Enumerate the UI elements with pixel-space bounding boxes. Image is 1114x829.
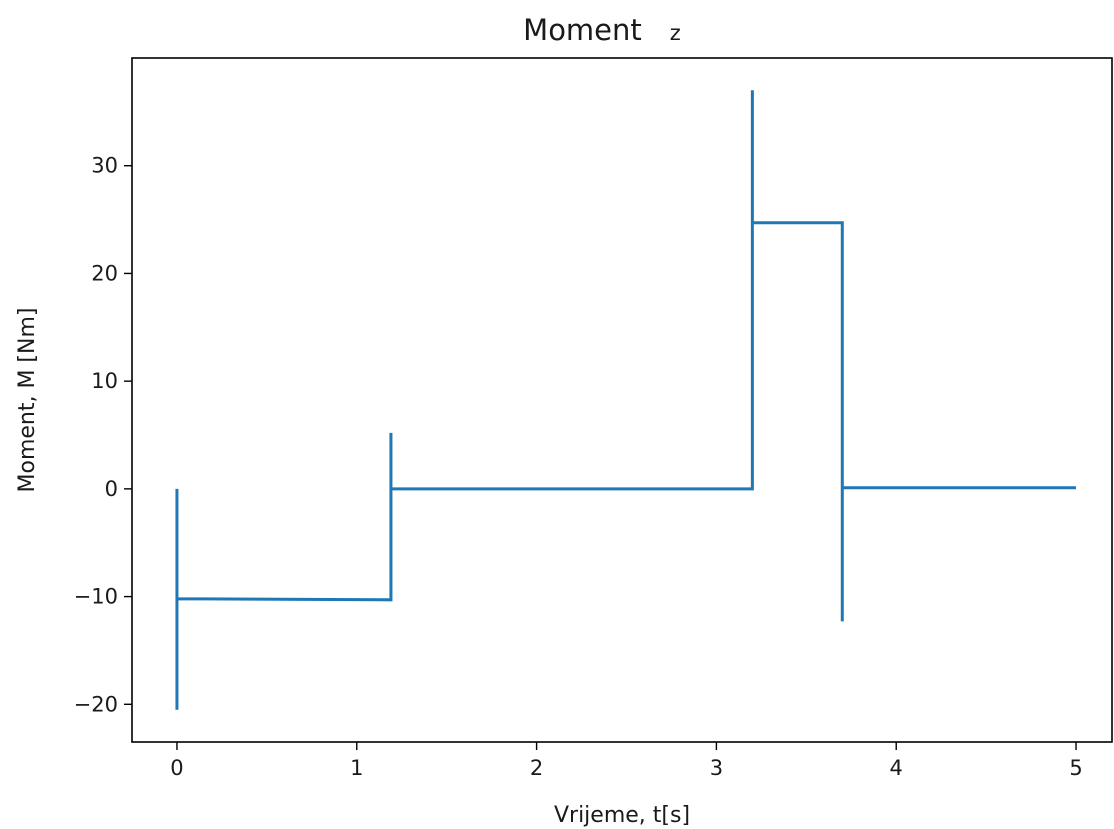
x-tick-label: 3 <box>710 756 723 780</box>
x-tick-label: 0 <box>170 756 183 780</box>
y-tick-label: 20 <box>91 261 118 285</box>
plot-area <box>131 57 1113 743</box>
chart-title-suffix: z <box>670 21 681 45</box>
x-axis-ticks: 0 1 2 3 4 5 <box>170 742 1083 780</box>
y-tick-label: 10 <box>91 369 118 393</box>
series-line-0 <box>175 90 1077 710</box>
x-tick-label: 2 <box>530 756 543 780</box>
x-tick-label: 4 <box>890 756 903 780</box>
x-tick-label: 5 <box>1069 756 1082 780</box>
y-tick-label: 30 <box>91 154 118 178</box>
y-tick-label: 0 <box>105 477 118 501</box>
x-axis-label: Vrijeme, t[s] <box>554 803 690 828</box>
chart-title: Moment z <box>523 13 681 47</box>
x-tick-label: 1 <box>350 756 363 780</box>
plot-frame <box>131 57 1113 743</box>
y-axis-label: Moment, M [Nm] <box>15 308 40 493</box>
chart-title-main: Moment <box>523 13 642 47</box>
y-tick-label: −10 <box>74 585 118 609</box>
y-axis-ticks: −20 −10 0 10 20 30 <box>74 154 132 716</box>
y-tick-label: −20 <box>74 692 118 716</box>
